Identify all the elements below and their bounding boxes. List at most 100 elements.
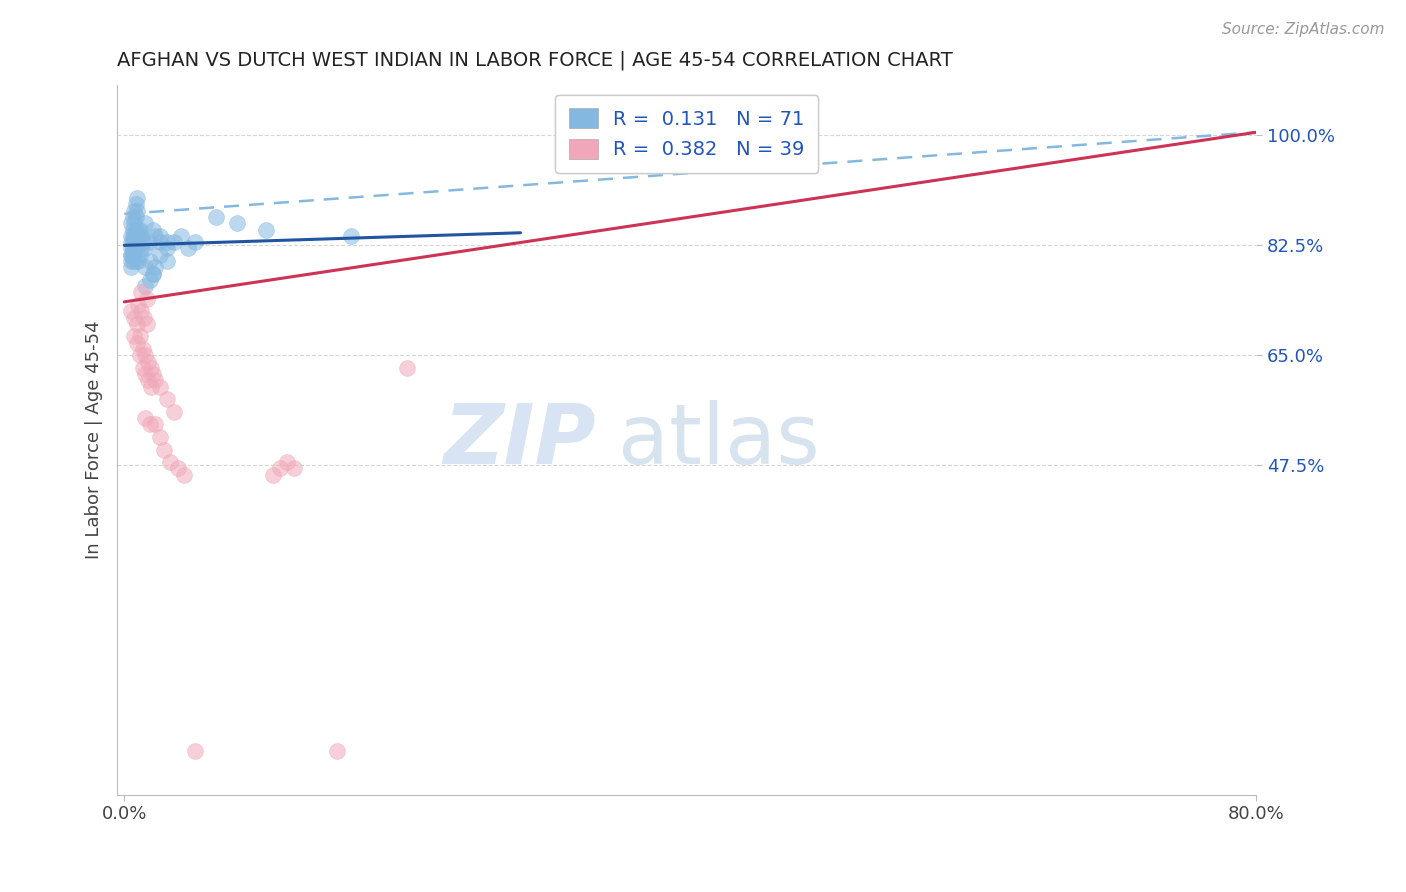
- Point: [141, 360, 163, 375]
- Point: [226, 216, 249, 230]
- Point: [156, 242, 179, 256]
- Point: [120, 228, 142, 243]
- Point: [276, 455, 298, 469]
- Point: [121, 254, 143, 268]
- Point: [128, 248, 150, 262]
- Point: [136, 354, 159, 368]
- Point: [128, 235, 150, 250]
- Point: [145, 260, 167, 275]
- Point: [120, 260, 142, 275]
- Point: [134, 242, 156, 256]
- Point: [149, 235, 172, 250]
- Point: [262, 467, 284, 482]
- Point: [156, 254, 179, 268]
- Point: [254, 222, 277, 236]
- Point: [167, 461, 190, 475]
- Point: [128, 348, 150, 362]
- Point: [156, 235, 179, 250]
- Point: [128, 329, 150, 343]
- Point: [134, 279, 156, 293]
- Point: [153, 442, 176, 457]
- Point: [134, 216, 156, 230]
- Point: [127, 228, 149, 243]
- Point: [149, 248, 172, 262]
- Text: AFGHAN VS DUTCH WEST INDIAN IN LABOR FORCE | AGE 45-54 CORRELATION CHART: AFGHAN VS DUTCH WEST INDIAN IN LABOR FOR…: [117, 51, 953, 70]
- Point: [122, 228, 145, 243]
- Point: [159, 455, 181, 469]
- Point: [129, 304, 152, 318]
- Point: [121, 248, 143, 262]
- Point: [145, 228, 167, 243]
- Point: [121, 228, 143, 243]
- Point: [129, 285, 152, 300]
- Point: [129, 242, 152, 256]
- Point: [120, 235, 142, 250]
- Point: [129, 228, 152, 243]
- Point: [122, 235, 145, 250]
- Y-axis label: In Labor Force | Age 45-54: In Labor Force | Age 45-54: [86, 321, 103, 559]
- Point: [124, 235, 146, 250]
- Point: [142, 367, 165, 381]
- Point: [127, 228, 149, 243]
- Point: [124, 228, 146, 243]
- Point: [135, 292, 157, 306]
- Point: [149, 228, 172, 243]
- Point: [339, 228, 361, 243]
- Point: [135, 317, 157, 331]
- Point: [122, 203, 145, 218]
- Point: [177, 242, 200, 256]
- Point: [120, 248, 142, 262]
- Point: [156, 392, 179, 407]
- Point: [121, 222, 143, 236]
- Point: [122, 248, 145, 262]
- Text: ZIP: ZIP: [443, 400, 596, 481]
- Point: [125, 235, 148, 250]
- Point: [141, 380, 163, 394]
- Point: [205, 210, 228, 224]
- Point: [131, 342, 153, 356]
- Point: [124, 197, 146, 211]
- Text: atlas: atlas: [619, 400, 820, 481]
- Point: [145, 417, 167, 432]
- Point: [127, 254, 149, 268]
- Point: [124, 242, 146, 256]
- Point: [134, 367, 156, 381]
- Point: [134, 260, 156, 275]
- Point: [138, 273, 160, 287]
- Point: [122, 235, 145, 250]
- Point: [325, 744, 347, 758]
- Point: [163, 235, 186, 250]
- Point: [125, 317, 148, 331]
- Point: [134, 348, 156, 362]
- Point: [125, 203, 148, 218]
- Point: [124, 254, 146, 268]
- Point: [131, 360, 153, 375]
- Point: [120, 248, 142, 262]
- Point: [184, 235, 207, 250]
- Point: [134, 411, 156, 425]
- Point: [138, 254, 160, 268]
- Point: [121, 235, 143, 250]
- Point: [120, 304, 142, 318]
- Legend: R =  0.131   N = 71, R =  0.382   N = 39: R = 0.131 N = 71, R = 0.382 N = 39: [555, 95, 818, 173]
- Point: [396, 360, 419, 375]
- Point: [120, 216, 142, 230]
- Point: [138, 235, 160, 250]
- Point: [170, 228, 193, 243]
- Point: [121, 242, 143, 256]
- Point: [120, 254, 142, 268]
- Point: [127, 298, 149, 312]
- Point: [283, 461, 305, 475]
- Point: [121, 210, 143, 224]
- Point: [124, 222, 146, 236]
- Point: [149, 380, 172, 394]
- Point: [122, 310, 145, 325]
- Point: [128, 222, 150, 236]
- Point: [120, 242, 142, 256]
- Point: [121, 242, 143, 256]
- Point: [269, 461, 291, 475]
- Point: [124, 210, 146, 224]
- Point: [122, 329, 145, 343]
- Point: [122, 242, 145, 256]
- Point: [184, 744, 207, 758]
